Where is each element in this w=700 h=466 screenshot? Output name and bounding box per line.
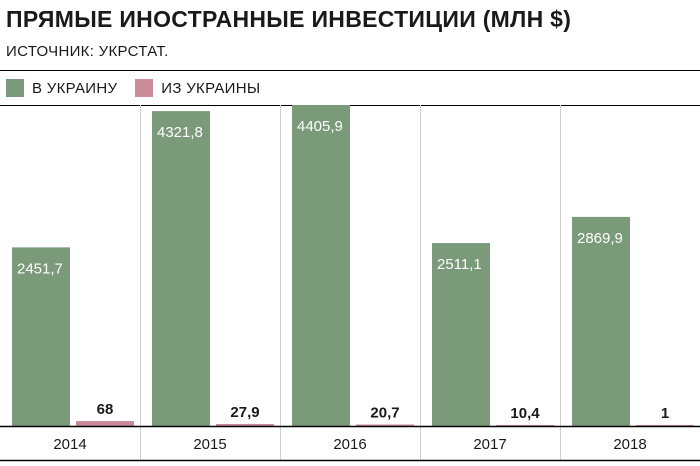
bar-out-2016 <box>356 424 414 426</box>
chart-title: ПРЯМЫЕ ИНОСТРАННЫЕ ИНВЕСТИЦИИ (МЛН $) <box>6 6 572 32</box>
header-divider <box>0 70 700 71</box>
bar-in-2014 <box>12 247 70 426</box>
x-tick-label-2015: 2015 <box>193 436 226 453</box>
legend-item-in: В УКРАИНУ <box>6 79 117 97</box>
bar-label-out-2016: 20,7 <box>370 404 399 421</box>
bar-out-2017 <box>496 425 554 426</box>
legend-item-out: ИЗ УКРАИНЫ <box>135 79 260 97</box>
bar-label-in-2017: 2511,1 <box>437 256 482 273</box>
x-tick-label-2016: 2016 <box>333 436 366 453</box>
legend-swatch-in <box>6 79 24 97</box>
bar-in-2015 <box>152 111 210 426</box>
bar-in-2018 <box>572 216 630 426</box>
legend-label-out: ИЗ УКРАИНЫ <box>161 79 261 97</box>
bar-label-out-2014: 68 <box>97 401 114 418</box>
legend: В УКРАИНУ ИЗ УКРАИНЫ <box>6 78 278 98</box>
bar-in-2017 <box>432 243 490 426</box>
bar-out-2015 <box>216 423 274 426</box>
bar-label-in-2014: 2451,7 <box>17 260 63 277</box>
bar-label-out-2018: 1 <box>661 405 669 422</box>
chart-source: ИСТОЧНИК: УКРСТАТ. <box>6 43 169 60</box>
x-tick-label-2018: 2018 <box>613 436 646 453</box>
bar-label-in-2018: 2869,9 <box>577 230 623 247</box>
bar-in-2016 <box>292 105 350 426</box>
bar-out-2014 <box>76 421 134 426</box>
legend-label-in: В УКРАИНУ <box>32 79 118 97</box>
bar-label-out-2017: 10,4 <box>510 405 540 422</box>
bar-label-in-2016: 4405,9 <box>297 118 343 135</box>
legend-swatch-out <box>135 79 154 97</box>
x-tick-label-2017: 2017 <box>473 436 506 453</box>
bar-label-in-2015: 4321,8 <box>157 124 203 141</box>
bar-out-2018 <box>636 425 694 426</box>
bar-label-out-2015: 27,9 <box>230 404 259 421</box>
x-tick-label-2014: 2014 <box>53 436 86 453</box>
